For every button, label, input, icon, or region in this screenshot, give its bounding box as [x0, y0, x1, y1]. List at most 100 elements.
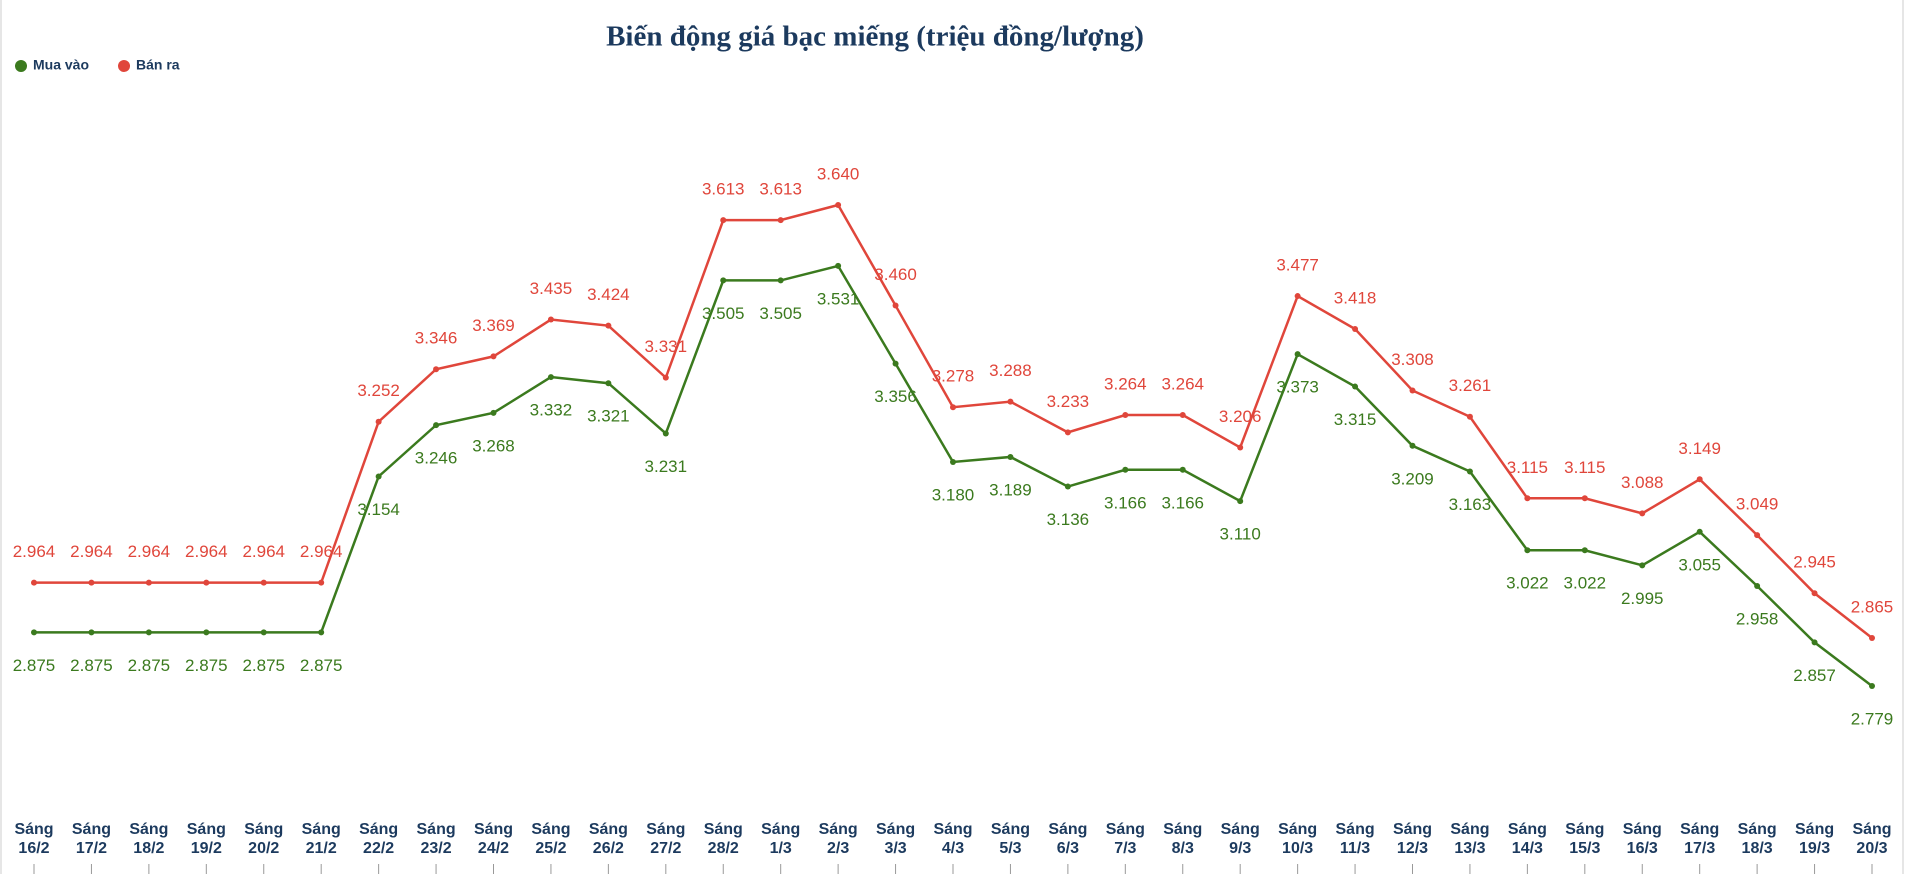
x-tick-label: Sáng 25/2 [531, 821, 570, 857]
data-label: 3.233 [1047, 392, 1090, 411]
data-point [1811, 639, 1818, 646]
data-point [1696, 476, 1703, 483]
data-label: 3.231 [645, 457, 688, 476]
data-label: 3.308 [1391, 350, 1434, 369]
data-label: 3.268 [472, 436, 515, 455]
data-label: 2.857 [1793, 666, 1836, 685]
data-point [203, 629, 210, 636]
x-tick-label: Sáng 24/2 [474, 821, 513, 857]
data-label: 3.331 [645, 337, 688, 356]
legend-label: Mua vào [33, 57, 89, 73]
data-point [88, 579, 95, 586]
data-point [1352, 326, 1359, 333]
data-point [662, 430, 669, 437]
data-point [1581, 547, 1588, 554]
data-label: 3.163 [1449, 495, 1492, 514]
data-label: 2.964 [242, 542, 285, 561]
data-label: 2.964 [300, 542, 343, 561]
data-label: 3.180 [932, 485, 975, 504]
x-tick-label: Sáng 1/3 [761, 821, 800, 857]
x-tick-label: Sáng 22/2 [359, 821, 398, 857]
data-point [1639, 510, 1646, 517]
data-label: 3.369 [472, 316, 515, 335]
data-point [1237, 498, 1244, 505]
data-point [950, 458, 956, 465]
x-tick-label: Sáng 20/2 [244, 821, 283, 857]
data-label: 3.332 [530, 401, 573, 420]
data-label: 3.209 [1391, 469, 1434, 488]
data-point [892, 302, 899, 309]
x-tick-label: Sáng 19/3 [1795, 821, 1834, 857]
data-point [1466, 468, 1473, 475]
data-point [1294, 351, 1301, 358]
x-tick-label: Sáng 23/2 [417, 821, 456, 857]
data-label: 2.964 [128, 542, 171, 561]
data-label: 3.315 [1334, 410, 1377, 429]
data-label: 2.875 [128, 656, 171, 675]
data-label: 3.321 [587, 407, 630, 426]
data-point [720, 217, 727, 224]
data-label: 3.022 [1506, 574, 1549, 593]
data-label: 3.261 [1449, 376, 1492, 395]
data-label: 2.964 [13, 542, 56, 561]
data-label: 3.613 [759, 180, 802, 199]
data-label: 3.189 [989, 480, 1032, 499]
x-tick-label: Sáng 28/2 [704, 821, 743, 857]
data-label: 3.505 [702, 304, 745, 323]
data-label: 3.166 [1104, 493, 1147, 512]
data-point [203, 579, 210, 586]
data-point [490, 353, 497, 360]
x-tick-label: Sáng 7/3 [1106, 821, 1145, 857]
data-label: 3.088 [1621, 473, 1664, 492]
x-tick-label: Sáng 11/3 [1336, 821, 1375, 857]
data-point [318, 629, 325, 636]
x-tick-label: Sáng 27/2 [646, 821, 685, 857]
data-label: 2.875 [70, 656, 113, 675]
data-point [1294, 293, 1301, 300]
data-label: 2.995 [1621, 589, 1664, 608]
data-label: 3.613 [702, 180, 745, 199]
data-label: 2.945 [1793, 553, 1836, 572]
data-point [1639, 562, 1646, 569]
data-point [490, 409, 497, 416]
data-label: 3.115 [1564, 458, 1605, 477]
data-point [260, 579, 267, 586]
data-point [1754, 532, 1761, 539]
x-tick-label: Sáng 20/3 [1852, 821, 1891, 857]
data-point [662, 374, 669, 381]
data-label: 2.875 [13, 656, 56, 675]
data-point [88, 629, 95, 636]
x-tick-label: Sáng 17/3 [1680, 821, 1719, 857]
chart-title: Biến động giá bạc miếng (triệu đồng/lượn… [606, 21, 1144, 53]
x-tick-label: Sáng 10/3 [1278, 821, 1317, 857]
data-label: 2.875 [300, 656, 343, 675]
data-label: 3.166 [1161, 493, 1204, 512]
data-point [1466, 413, 1473, 420]
legend-label: Bán ra [136, 57, 180, 73]
data-point [1869, 634, 1875, 641]
data-point [777, 277, 784, 284]
x-tick-label: Sáng 16/3 [1623, 821, 1662, 857]
data-point [1696, 528, 1703, 535]
data-point [31, 579, 37, 586]
data-point [892, 360, 899, 367]
data-label: 3.206 [1219, 407, 1262, 426]
data-point [720, 277, 727, 284]
data-point [145, 629, 152, 636]
legend-marker [15, 60, 27, 72]
data-label: 3.264 [1161, 375, 1204, 394]
data-point [1754, 583, 1761, 590]
data-point [1064, 429, 1071, 436]
x-tick-label: Sáng 9/3 [1221, 821, 1260, 857]
data-label: 2.964 [185, 542, 228, 561]
data-point [1581, 495, 1588, 502]
data-label: 3.022 [1564, 574, 1607, 593]
data-label: 3.055 [1678, 555, 1721, 574]
data-label: 3.136 [1047, 510, 1090, 529]
data-point [1409, 387, 1416, 394]
data-label: 3.346 [415, 329, 458, 348]
x-tick-label: Sáng 18/3 [1738, 821, 1777, 857]
data-point [777, 217, 784, 224]
data-point [1811, 590, 1818, 597]
data-label: 3.264 [1104, 375, 1147, 394]
